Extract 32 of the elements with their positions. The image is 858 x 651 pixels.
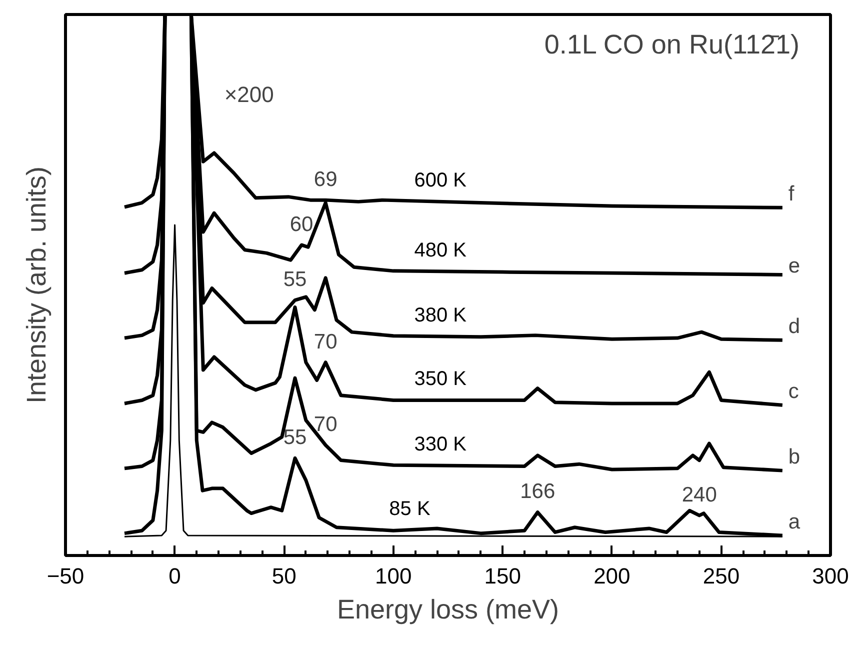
annotation: 69 <box>314 168 338 192</box>
annotation: b <box>788 446 800 469</box>
series-label: 350 K <box>414 368 468 390</box>
series-label: 330 K <box>414 434 468 456</box>
x-tick-label: 0 <box>168 564 181 588</box>
annotation: 70 <box>314 413 338 436</box>
x-tick-label: 200 <box>594 564 630 588</box>
series-label: 600 K <box>414 170 468 192</box>
x-tick-label: 250 <box>702 564 740 588</box>
x-tick-label: 150 <box>484 564 522 588</box>
annotation: f <box>788 182 794 206</box>
series-label: 480 K <box>414 239 468 262</box>
series-label: 85 K <box>389 498 431 520</box>
x-tick-label: 300 <box>812 564 849 588</box>
series-label: 380 K <box>414 304 468 326</box>
annotation: 166 <box>520 480 556 504</box>
annotation: c <box>788 380 799 404</box>
x-tick-label: 100 <box>375 564 412 588</box>
x-tick-label: −50 <box>46 564 84 588</box>
annotation: e <box>788 254 800 278</box>
annotation: 60 <box>290 212 314 236</box>
annotation: d <box>788 315 800 338</box>
x-axis-title: Energy loss (meV) <box>336 594 560 624</box>
x-tick-label: 50 <box>272 564 296 588</box>
annotation: 70 <box>314 330 338 354</box>
annotation: 55 <box>283 426 307 450</box>
annotation: a <box>788 510 800 534</box>
y-axis-title: Intensity (arb. units) <box>22 166 52 404</box>
text: 0.1L CO on Ru(112̄1) <box>544 30 800 60</box>
annotation: 55 <box>283 268 307 292</box>
annotation: 240 <box>682 483 717 506</box>
annotation: ×200 <box>224 82 274 107</box>
